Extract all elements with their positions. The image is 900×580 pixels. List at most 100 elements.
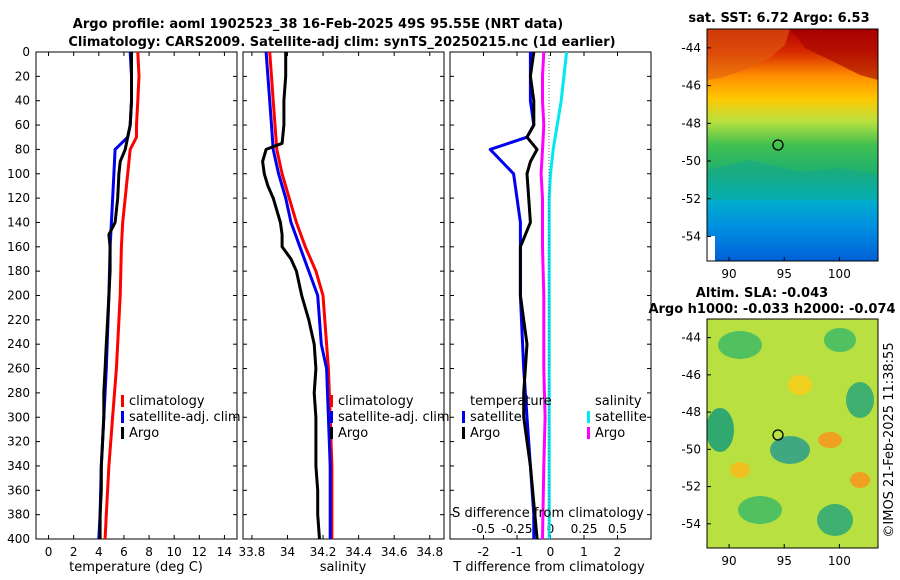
depth-tick-380: 380 [7, 508, 30, 522]
sla-high [818, 432, 842, 448]
depth-tick-60: 60 [15, 118, 30, 132]
difference-xlabel: T difference from climatology [452, 560, 645, 575]
map-y-tick--54: -54 [681, 229, 701, 243]
depth-tick-100: 100 [7, 167, 30, 181]
map-x-tick-100: 100 [828, 554, 851, 568]
legend-swatch-climatology [121, 395, 124, 407]
sla-eddy [707, 408, 734, 452]
series-salinity-argo [539, 51, 547, 540]
depth-tick-20: 20 [15, 69, 30, 83]
map-x-tick-100: 100 [828, 267, 851, 281]
depth-tick-120: 120 [7, 191, 30, 205]
x-tick-34.2: 34.2 [310, 545, 337, 559]
series-temperature-satellite [488, 52, 536, 539]
sla-map-title-line2: Argo h1000: -0.033 h2000: -0.074 [648, 302, 895, 317]
legend-satellite: satellite-adj. clim [129, 410, 241, 425]
map-y-tick--54: -54 [681, 517, 701, 531]
sla-map-frame [706, 318, 879, 549]
sla-eddy [846, 382, 874, 418]
sst-teal-band [707, 160, 878, 200]
map-x-tick-95: 95 [777, 554, 792, 568]
depth-tick-40: 40 [15, 94, 30, 108]
series-satellite-adj-clim [264, 51, 332, 539]
difference-legend: temperature satellite Argo salinity sate… [462, 394, 647, 441]
sst-hot-patch [790, 29, 878, 80]
legend-s-argo: Argo [595, 426, 625, 441]
legend-t-satellite: satellite [470, 410, 522, 425]
map-y-tick--50: -50 [681, 442, 701, 456]
legend-swatch-argo [330, 427, 333, 439]
salinity-axes [242, 51, 445, 540]
sst-land-mask [707, 236, 715, 261]
x-tick-34: 34 [280, 545, 295, 559]
series-argo [98, 52, 133, 539]
salinity-difference-xlabel: S difference from climatology [452, 506, 644, 521]
legend-temperature-heading: temperature [470, 394, 552, 409]
depth-tick-80: 80 [15, 142, 30, 156]
depth-tick-400: 400 [7, 532, 30, 546]
sla-eddy [817, 504, 853, 536]
depth-tick-240: 240 [7, 337, 30, 351]
sla-eddy [770, 436, 810, 464]
series-satellite-adj-clim [97, 51, 133, 540]
temperature-legend: climatology satellite-adj. clim Argo [121, 394, 241, 441]
legend-t-argo: Argo [470, 426, 500, 441]
sst-argo-position-marker [772, 139, 784, 151]
map-y-tick--44: -44 [681, 41, 701, 55]
s-diff-tick--0.25: -0.25 [501, 522, 532, 536]
sst-tick-labels: 90 95 100 -44 -46 -48 -50 -52 -54 [681, 41, 850, 281]
x-tick-0: 0 [45, 545, 53, 559]
x-tick-14: 14 [217, 545, 232, 559]
legend-swatch-t-satellite [462, 411, 465, 423]
sla-map-title-line1: Altim. SLA: -0.043 [696, 286, 828, 301]
series-temperature-argo [518, 51, 539, 540]
series-climatology [268, 51, 334, 539]
legend-climatology: climatology [129, 394, 205, 409]
figure-title-line2: Climatology: CARS2009. Satellite-adj cli… [68, 35, 615, 50]
sla-heatmap [707, 319, 878, 548]
temperature-series [97, 51, 141, 540]
legend-swatch-satellite [330, 411, 333, 423]
map-y-tick--46: -46 [681, 368, 701, 382]
x-tick-34.6: 34.6 [381, 545, 408, 559]
depth-tick-280: 280 [7, 386, 30, 400]
sla-high [850, 472, 870, 488]
legend-s-satellite: satellite [595, 410, 647, 425]
map-y-tick--44: -44 [681, 331, 701, 345]
depth-tick-0: 0 [22, 45, 30, 59]
x-tick-33.8: 33.8 [239, 545, 266, 559]
legend-swatch-argo [121, 427, 124, 439]
legend-swatch-s-argo [587, 427, 590, 439]
series-salinity-satellite [547, 51, 569, 539]
s-diff-tick-0.25: 0.25 [571, 522, 598, 536]
series-climatology [103, 51, 141, 540]
x-tick-12: 12 [192, 545, 207, 559]
sla-eddy [824, 328, 856, 352]
depth-tick-180: 180 [7, 264, 30, 278]
x-tick-8: 8 [145, 545, 153, 559]
s-diff-tick--0.5: -0.5 [472, 522, 495, 536]
salinity-legend: climatology satellite-adj. clim Argo [330, 394, 450, 441]
imos-timestamp: ©IMOS 21-Feb-2025 11:38:55 [882, 342, 897, 537]
depth-tick-260: 260 [7, 362, 30, 376]
legend-swatch-climatology [330, 395, 333, 407]
x-tick-10: 10 [167, 545, 182, 559]
x-tick-34.8: 34.8 [416, 545, 443, 559]
map-x-tick-90: 90 [721, 267, 736, 281]
legend-argo: Argo [129, 426, 159, 441]
figure-title-line1: Argo profile: aoml 1902523_38 16-Feb-202… [73, 17, 563, 32]
sla-high [788, 375, 812, 395]
depth-tick-340: 340 [7, 459, 30, 473]
map-y-tick--46: -46 [681, 79, 701, 93]
map-y-tick--52: -52 [681, 480, 701, 494]
s-diff-tick-0.5: 0.5 [608, 522, 627, 536]
depth-tick-220: 220 [7, 313, 30, 327]
x-tick-0: 0 [547, 545, 555, 559]
legend-satellite: satellite-adj. clim [338, 410, 450, 425]
legend-swatch-satellite [121, 411, 124, 423]
legend-swatch-t-argo [462, 427, 465, 439]
sst-map-frame [706, 28, 879, 262]
x-tick-34.4: 34.4 [345, 545, 372, 559]
sla-high [730, 462, 750, 478]
depth-tick-360: 360 [7, 483, 30, 497]
